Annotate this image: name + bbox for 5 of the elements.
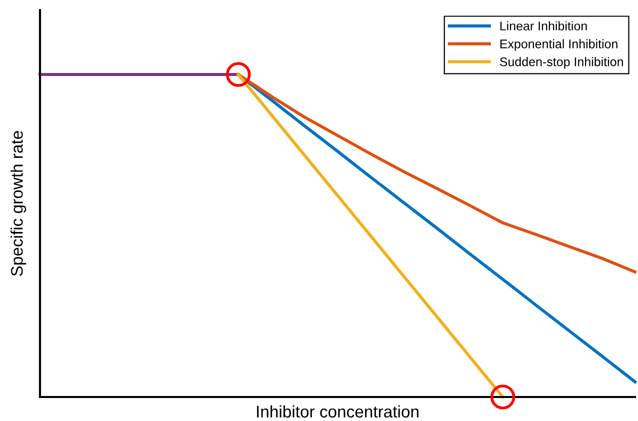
legend-label: Sudden-stop Inhibition [500,57,623,69]
legend-label: Exponential Inhibition [500,39,618,51]
y-axis-title: Specific growth rate [10,131,26,276]
x-axis-title: Inhibitor concentration [257,405,418,418]
legend-label: Linear Inhibition [500,21,587,30]
